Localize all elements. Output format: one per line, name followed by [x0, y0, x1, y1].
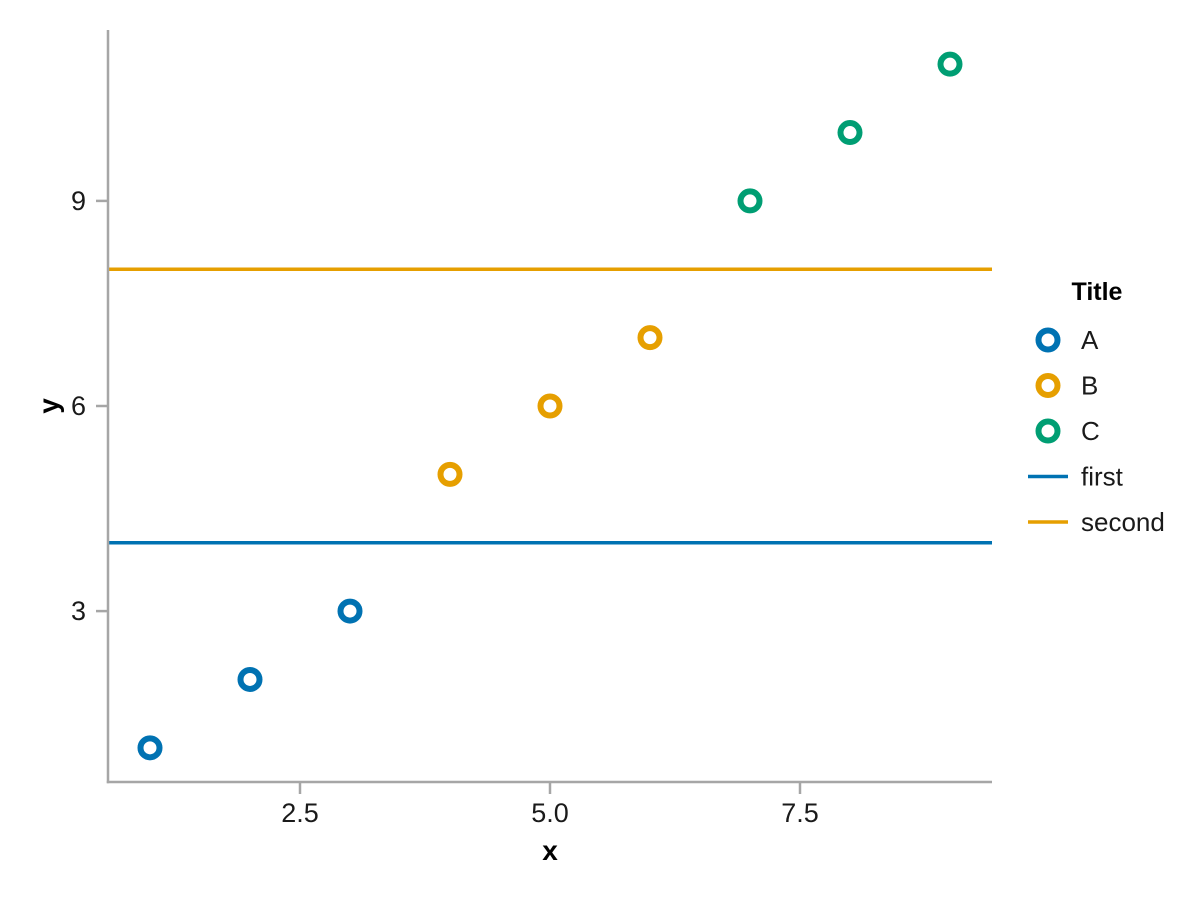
legend-label-first: first: [1081, 462, 1124, 492]
point-A-1: [137, 735, 163, 761]
x-tick-label-2: 7.5: [781, 798, 819, 828]
point-C-3: [937, 51, 963, 77]
point-B-3: [637, 325, 663, 351]
point-B-1: [437, 461, 463, 487]
y-tick-label-0: 3: [71, 596, 86, 626]
legend-marker-B-circle-icon: [1035, 373, 1061, 398]
point-C-2: [837, 120, 863, 146]
y-tick-label-1: 6: [71, 391, 86, 421]
legend-title: Title: [1072, 278, 1123, 306]
x-tick-label-1: 5.0: [531, 798, 569, 828]
y-axis-label: y: [33, 398, 64, 414]
point-A-3: [337, 598, 363, 624]
point-A-2: [237, 666, 263, 692]
legend-marker-C-circle-icon: [1035, 418, 1061, 444]
point-B-2: [537, 393, 563, 419]
point-C-1: [737, 188, 763, 214]
x-tick-label-0: 2.5: [281, 798, 319, 828]
x-axis-label: x: [542, 835, 558, 866]
legend-label-B: B: [1081, 371, 1098, 401]
legend-label-A: A: [1081, 325, 1099, 355]
legend-label-C: C: [1081, 416, 1100, 446]
legend-label-second: second: [1081, 507, 1165, 537]
legend-marker-A-circle-icon: [1035, 327, 1061, 353]
y-tick-label-2: 9: [71, 186, 86, 216]
